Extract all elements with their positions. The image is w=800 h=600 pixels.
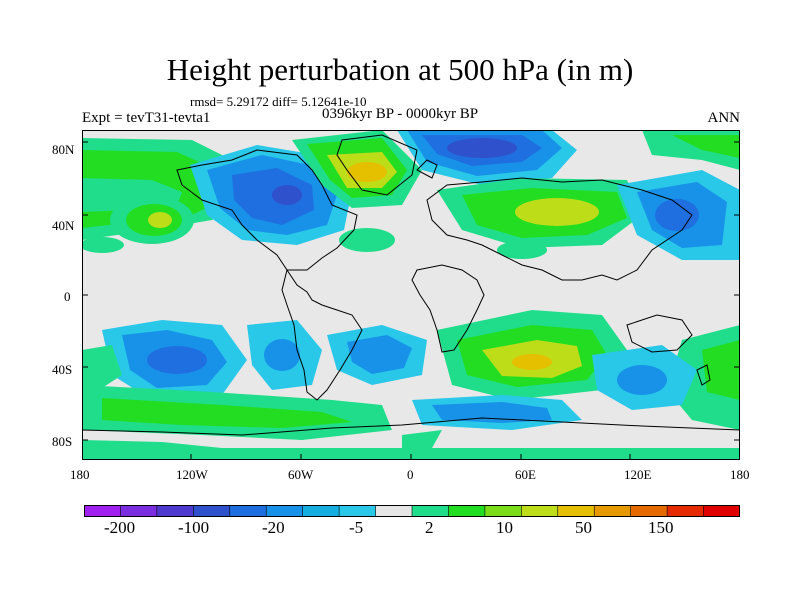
colorbar-swatch: [411, 505, 450, 517]
lon-label-60e: 60E: [515, 467, 536, 482]
colorbar-label-neg200: -200: [104, 518, 136, 537]
lon-label-180w: 180: [70, 467, 90, 482]
pacific-northwest-pos: [110, 196, 194, 244]
lat-label-40s: 40S: [52, 362, 73, 377]
plot-title: Height perturbation at 500 hPa (in m): [166, 52, 634, 87]
contour-map: [82, 130, 740, 460]
colorbar-swatch: [521, 505, 559, 517]
lon-label-120e: 120E: [624, 467, 652, 482]
colorbar-label-neg5: -5: [349, 518, 364, 537]
south-pacific-low: [102, 320, 247, 400]
colorbar-swatch: [120, 505, 158, 517]
map-ticks: [82, 141, 740, 460]
colorbar-swatch: [703, 505, 740, 517]
colorbar-label-neg20: -20: [262, 518, 285, 537]
colorbar-swatch: [338, 505, 377, 517]
colorbar-swatch: [375, 505, 413, 517]
colorbar-swatch: [265, 505, 304, 517]
colorbar-swatch: [229, 505, 268, 517]
colorbar-label-150: 150: [648, 518, 674, 537]
antarctic-band: [82, 345, 740, 460]
north-atlantic-pos: [339, 228, 395, 252]
indian-ocean-high: [437, 310, 627, 400]
colorbar-swatch: [448, 505, 486, 517]
season-label: ANN: [707, 110, 741, 126]
arctic-low: [397, 130, 577, 185]
colorbar-label-50: 50: [575, 518, 592, 537]
greenland-high: [292, 130, 422, 208]
lon-label-120w: 120W: [176, 467, 208, 482]
lat-label-80n: 80N: [52, 142, 75, 157]
eurasia-high: [437, 178, 642, 248]
colorbar-swatches: [84, 505, 740, 517]
lat-label-equator: 0: [64, 289, 71, 304]
lon-label-180e: 180: [730, 467, 750, 482]
east-asia-low: [617, 170, 740, 260]
period-label: 0396kyr BP - 0000kyr BP: [322, 106, 479, 122]
colorbar: [84, 505, 740, 517]
colorbar-swatch: [630, 505, 668, 517]
north-pacific-pos-east: [642, 130, 740, 170]
colorbar-swatch: [593, 505, 632, 517]
southern-ocean-low: [592, 345, 697, 410]
stats-line: rmsd= 5.29172 diff= 5.12641e-10: [190, 94, 367, 109]
experiment-label: Expt = tevT31-tevta1: [82, 110, 211, 126]
south-atlantic-low: [327, 325, 427, 385]
colorbar-label-2: 2: [425, 518, 434, 537]
southwest-pacific-high: [667, 325, 740, 430]
colorbar-swatch: [484, 505, 523, 517]
colorbar-swatch: [156, 505, 195, 517]
lat-label-80s: 80S: [52, 434, 73, 449]
south-america-low: [247, 320, 322, 390]
small-positive-patches: [82, 237, 547, 259]
colorbar-swatch: [666, 505, 705, 517]
colorbar-swatch: [302, 505, 340, 517]
lon-label-60w: 60W: [288, 467, 314, 482]
colorbar-label-10: 10: [496, 518, 513, 537]
coastlines: [82, 134, 740, 436]
colorbar-swatch: [193, 505, 231, 517]
colorbar-swatch: [557, 505, 596, 517]
lat-label-40n: 40N: [52, 218, 75, 233]
lon-label-0: 0: [407, 467, 414, 482]
colorbar-label-neg100: -100: [178, 518, 210, 537]
colorbar-swatch: [84, 505, 122, 517]
